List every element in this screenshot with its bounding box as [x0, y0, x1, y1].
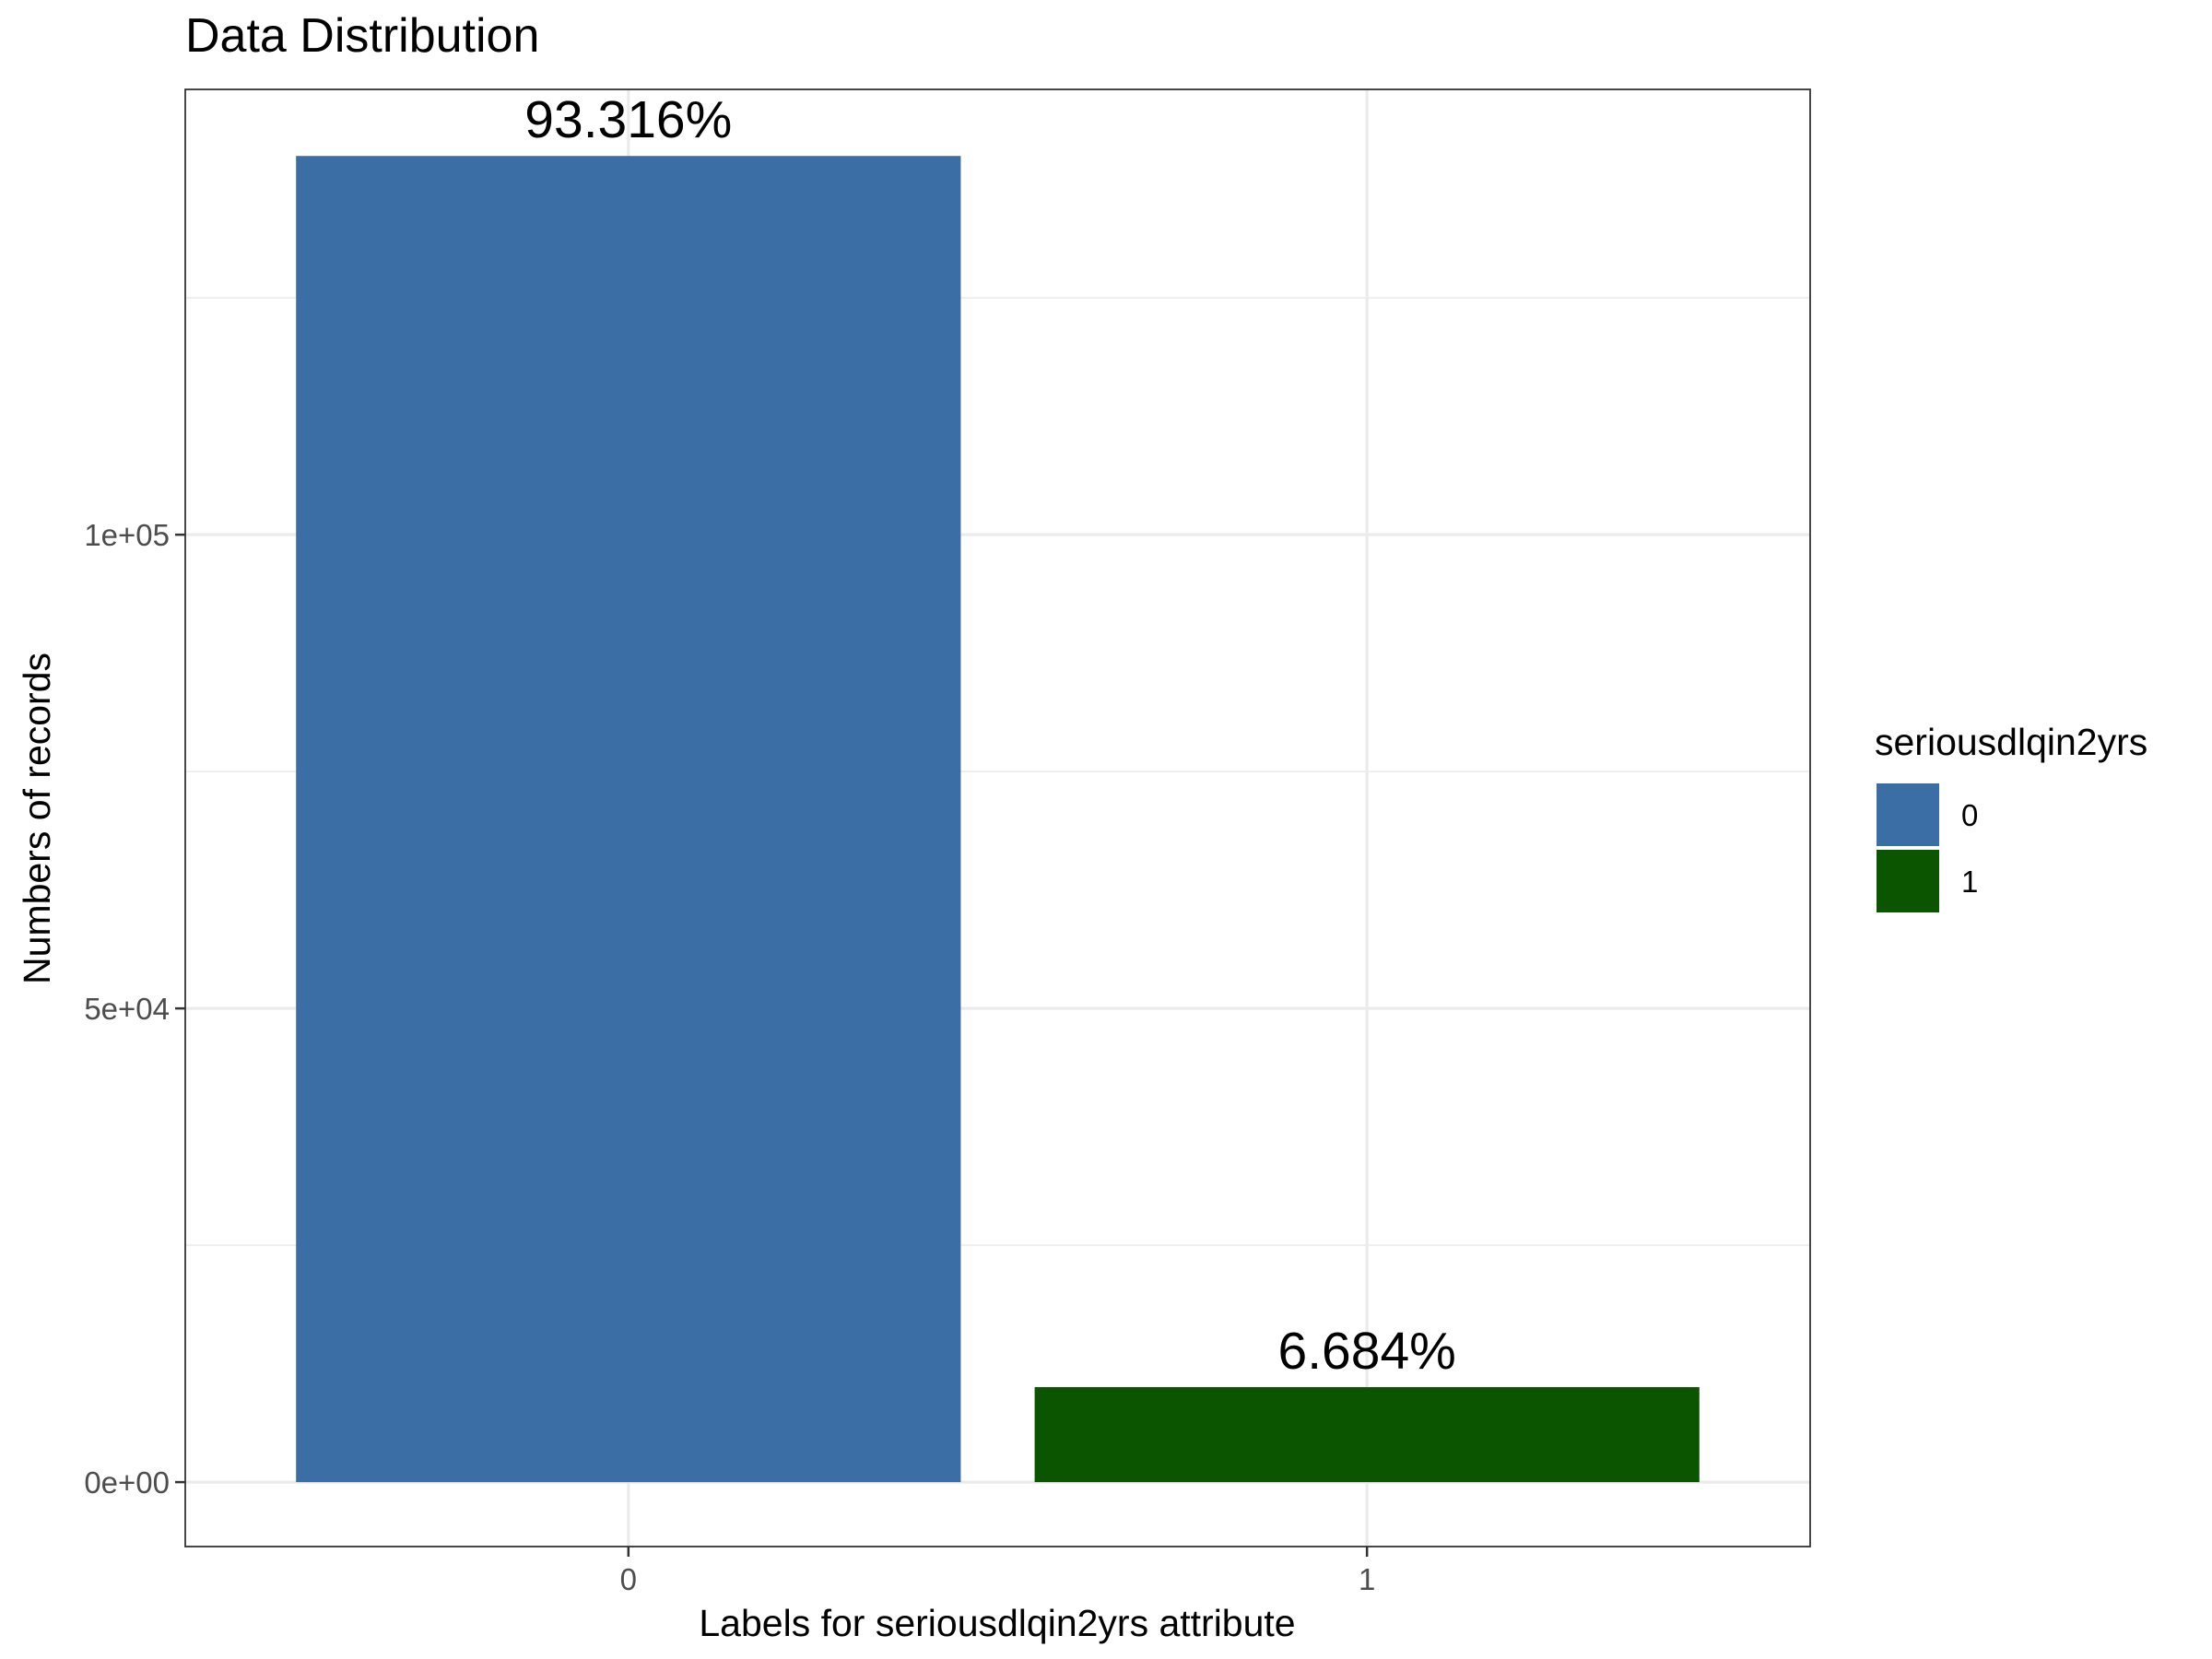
bar-labels: 93.316% 6.684%	[524, 90, 1456, 1381]
legend-label-0: 0	[1961, 798, 1978, 832]
y-axis-title: Numbers of records	[16, 653, 58, 984]
y-tick-label: 0e+00	[84, 1465, 170, 1500]
legend-label-1: 1	[1961, 865, 1978, 899]
plot-panel: 93.316% 6.684%	[184, 88, 1811, 1547]
legend: seriousdlqin2yrs 01	[1875, 721, 2147, 912]
legend-key-0	[1877, 783, 1939, 846]
y-tick-label: 1e+05	[84, 518, 170, 552]
panel-border	[184, 88, 1811, 1547]
legend-entries: 01	[1877, 783, 1978, 912]
bars	[296, 156, 1700, 1483]
bar-1	[1034, 1387, 1700, 1483]
x-axis-title: Labels for seriousdlqin2yrs attribute	[699, 1602, 1295, 1644]
bar-0	[296, 156, 961, 1483]
x-tick-label-0: 0	[620, 1562, 637, 1596]
bar-value-label-1: 6.684%	[1278, 1322, 1456, 1381]
legend-title: seriousdlqin2yrs	[1875, 721, 2147, 763]
bar-value-label-0: 93.316%	[524, 90, 732, 149]
chart-title: Data Distribution	[185, 9, 539, 63]
legend-key-1	[1877, 850, 1939, 912]
x-tick-label-1: 1	[1359, 1562, 1375, 1596]
y-tick-label: 5e+04	[84, 992, 170, 1026]
y-axis: 0e+00 5e+04 1e+05	[84, 518, 185, 1500]
